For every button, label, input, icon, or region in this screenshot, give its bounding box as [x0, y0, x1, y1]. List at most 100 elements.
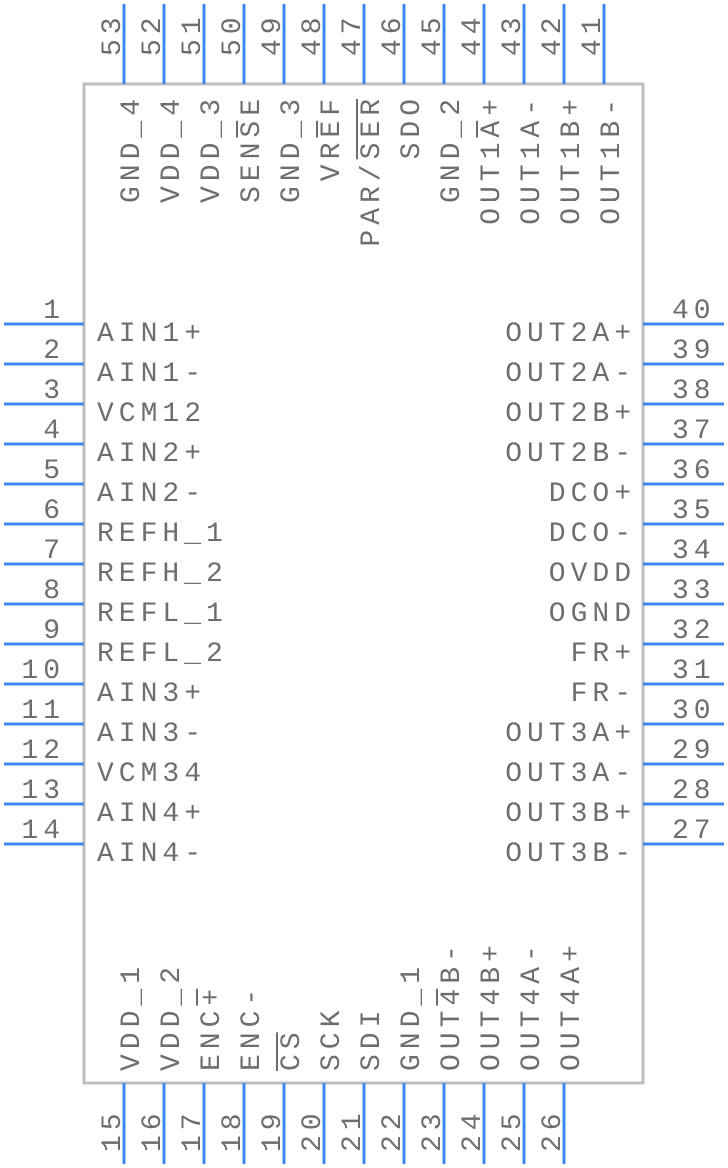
pin-number: 1	[43, 296, 65, 327]
pin-label: AIN3+	[97, 679, 206, 710]
pin-label: AIN4+	[97, 799, 206, 830]
pin-number: 2	[43, 336, 65, 367]
pin-48: 48 VREF	[298, 4, 348, 181]
pin-10: 10 AIN3+	[4, 656, 206, 710]
pin-number: 29	[672, 736, 716, 767]
pin-46: 46 SDO	[378, 4, 428, 159]
pin-number: 11	[21, 696, 65, 727]
pin-35: 35 DCO-	[549, 496, 724, 550]
pin-number: 30	[672, 696, 716, 727]
pin-label: OGND	[549, 599, 636, 630]
pin-number: 46	[378, 12, 409, 56]
pin-label: OVDD	[549, 559, 636, 590]
pin-number: 34	[672, 536, 716, 567]
pin-1: 1 AIN1+	[4, 296, 206, 350]
pin-number: 24	[458, 1108, 489, 1152]
pin-number: 8	[43, 576, 65, 607]
pin-number: 20	[298, 1108, 329, 1152]
pin-number: 44	[458, 12, 489, 56]
pin-label: OUT4B-	[437, 940, 468, 1071]
pin-29: 29 OUT3A-	[505, 736, 724, 790]
pin-31: 31 FR-	[571, 656, 724, 710]
pin-12: 12 VCM34	[4, 736, 206, 790]
pin-number: 28	[672, 776, 716, 807]
pin-37: 37 OUT2B-	[505, 416, 724, 470]
pin-number: 3	[43, 376, 65, 407]
pin-7: 7 REFH_2	[4, 536, 228, 590]
pin-label: CS	[277, 1027, 308, 1071]
pin-50: 50 SENSE	[218, 4, 268, 203]
pin-6: 6 REFH_1	[4, 496, 223, 550]
pin-19: 19 CS	[258, 1027, 308, 1164]
pin-label: OUT3B-	[505, 839, 636, 870]
pin-number: 5	[43, 456, 65, 487]
pin-4: 4 AIN2+	[4, 416, 206, 470]
pin-number: 42	[538, 12, 569, 56]
pin-label: AIN3-	[97, 719, 206, 750]
pin-51: 51 VDD_3	[178, 4, 228, 203]
pin-number: 19	[258, 1108, 289, 1152]
pin-number: 14	[21, 816, 65, 847]
pin-number: 9	[43, 616, 65, 647]
pin-40: 40 OUT2A+	[505, 296, 724, 350]
pin-number: 48	[298, 12, 329, 56]
pin-number: 12	[21, 736, 65, 767]
pin-9: 9 REFL_2	[4, 616, 223, 670]
pin-13: 13 AIN4+	[4, 776, 206, 830]
pin-39: 39 OUT2A-	[505, 336, 724, 390]
pin-42: 42 OUT1B+	[538, 4, 588, 225]
pin-number: 35	[672, 496, 716, 527]
pin-label: AIN2+	[97, 439, 206, 470]
pin-22: 22 GND_1	[378, 962, 428, 1164]
pin-label: VCM34	[97, 759, 206, 790]
pin-label: OUT3B+	[505, 799, 636, 830]
pin-number: 51	[178, 12, 209, 56]
pin-label: FR+	[571, 639, 636, 670]
pin-number: 36	[672, 456, 716, 487]
pins-group: 1 AIN1+ 2 AIN1- 3 VCM12 4 AIN2+ 5 AIN2- 6 REFH_1 7 RE…	[4, 4, 724, 1164]
pin-30: 30 OUT3A+	[505, 696, 724, 750]
pin-47: 47 PAR/SER	[338, 4, 388, 247]
pin-label: OUT1B+	[557, 94, 588, 225]
pin-number: 27	[672, 816, 716, 847]
pin-number: 39	[672, 336, 716, 367]
pin-49: 49 GND_3	[258, 4, 308, 203]
pin-label: DCO-	[549, 519, 636, 550]
pin-label: FR-	[571, 679, 636, 710]
pin-2: 2 AIN1-	[4, 336, 201, 390]
pin-33: 33 OGND	[549, 576, 724, 630]
pin-number: 50	[218, 12, 249, 56]
pin-number: 13	[21, 776, 65, 807]
pin-number: 10	[21, 656, 65, 687]
pin-number: 25	[498, 1108, 529, 1152]
pin-number: 4	[43, 416, 65, 447]
pin-label: REFH_2	[97, 559, 228, 590]
pin-number: 43	[498, 12, 529, 56]
pin-number: 22	[378, 1108, 409, 1152]
pin-5: 5 AIN2-	[4, 456, 206, 510]
pin-52: 52 VDD_4	[138, 4, 188, 203]
pin-number: 32	[672, 616, 716, 647]
pin-17: 17 ENC+	[178, 984, 228, 1164]
pin-label: ENC+	[197, 984, 228, 1071]
pin-number: 26	[538, 1108, 569, 1152]
pin-number: 6	[43, 496, 65, 527]
pin-label: DCO+	[549, 479, 636, 510]
pin-28: 28 OUT3B+	[505, 776, 724, 830]
pin-label: SDO	[397, 94, 428, 159]
pin-label: REFL_1	[97, 599, 228, 630]
pin-number: 23	[418, 1108, 449, 1152]
pin-number: 37	[672, 416, 716, 447]
pin-label: AIN2-	[97, 479, 206, 510]
pin-number: 15	[98, 1108, 129, 1152]
pin-label: AIN1+	[97, 319, 206, 350]
pin-number: 38	[672, 376, 716, 407]
pin-number: 17	[178, 1108, 209, 1152]
pin-label: GND_3	[277, 94, 308, 203]
pin-21: 21 SDI	[338, 1006, 388, 1164]
pin-43: 43 OUT1A-	[498, 4, 548, 225]
pin-label: OUT4A-	[517, 940, 548, 1071]
pin-15: 15 VDD_1	[98, 962, 148, 1164]
pin-label: GND_2	[437, 94, 468, 203]
pin-label: OUT4B+	[477, 940, 508, 1071]
